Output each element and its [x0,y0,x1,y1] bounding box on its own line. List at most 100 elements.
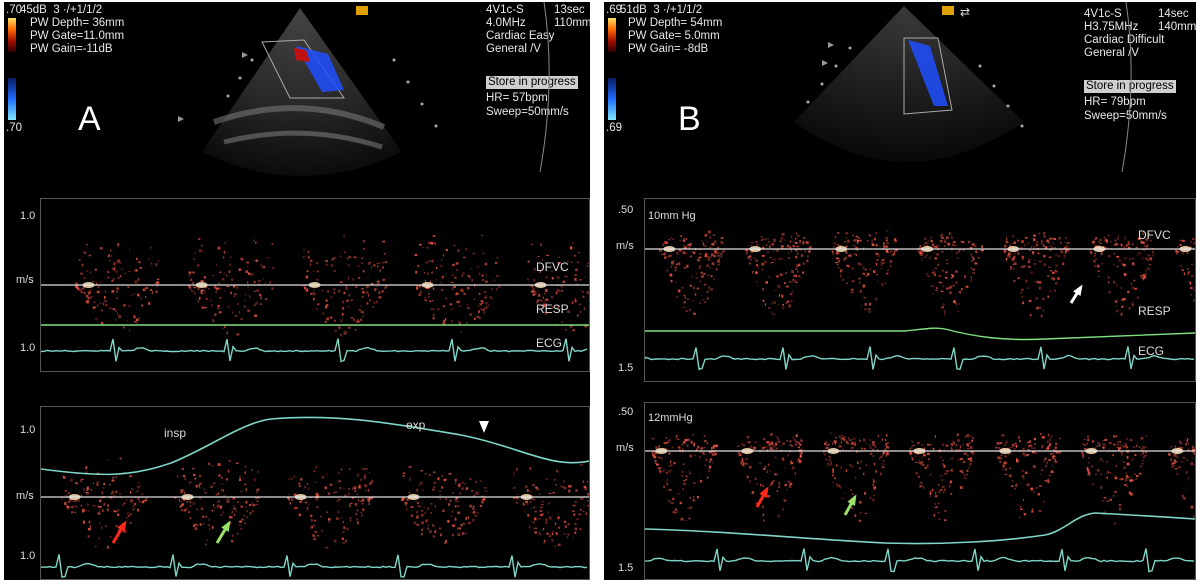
doppler-speckle [929,256,931,260]
doppler-speckle [92,306,95,310]
doppler-speckle [849,449,852,451]
doppler-speckle [940,456,942,458]
doppler-speckle [527,260,530,263]
doppler-speckle [444,542,447,544]
doppler-speckle [945,242,947,244]
doppler-speckle [427,241,431,245]
doppler-speckle [690,275,693,278]
doppler-speckle [103,296,106,299]
doppler-speckle [970,451,974,454]
doppler-speckle [298,484,301,488]
doppler-speckle [1167,452,1171,456]
doppler-speckle [802,237,806,239]
doppler-speckle [1128,439,1130,441]
doppler-speckle [556,534,558,536]
doppler-speckle [692,434,694,436]
doppler-speckle [325,306,328,309]
doppler-speckle [973,451,975,453]
doppler-speckle [1133,279,1136,282]
doppler-speckle [1052,242,1054,245]
doppler-speckle [857,239,860,243]
doppler-speckle [223,272,225,275]
doppler-speckle [233,507,236,510]
doppler-speckle [490,280,492,283]
doppler-speckle [769,484,773,486]
doppler-speckle [679,501,683,504]
doppler-speckle [534,527,537,529]
doppler-speckle [307,288,309,291]
doppler-speckle [147,258,149,261]
doppler-speckle [348,468,351,470]
doppler-speckle [220,476,223,480]
doppler-speckle [1124,442,1127,445]
doppler-speckle [876,259,879,262]
doppler-speckle [208,518,210,521]
doppler-speckle [769,262,772,265]
doppler-speckle [658,445,660,448]
doppler-speckle [150,261,153,265]
doppler-speckle [415,270,418,274]
doppler-speckle [555,532,558,535]
doppler-speckle [466,286,470,290]
doppler-speckle [688,246,690,249]
doppler-speckle [933,273,936,277]
doppler-speckle [868,234,871,236]
info-left-3: PW Gate= 5.0mm [628,30,720,42]
doppler-speckle [246,516,248,518]
doppler-speckle [1173,464,1175,467]
doppler-speckle [587,263,589,265]
doppler-speckle [705,458,708,462]
doppler-speckle [216,264,218,267]
doppler-speckle [252,259,255,262]
doppler-speckle [871,243,875,246]
doppler-speckle [755,271,758,274]
doppler-speckle [255,241,257,244]
doppler-speckle [203,276,206,279]
doppler-speckle [693,482,696,484]
lower-unit-label: m/s [616,442,634,454]
doppler-speckle [937,512,939,514]
doppler-speckle [873,462,876,466]
doppler-speckle [313,524,316,527]
doppler-speckle [1138,252,1141,255]
doppler-speckle [697,258,700,262]
doppler-speckle [842,278,844,281]
doppler-speckle [250,273,254,276]
doppler-speckle [440,258,443,262]
doppler-speckle [1019,516,1021,519]
doppler-speckle [786,440,788,442]
doppler-speckle [703,283,707,286]
doppler-speckle [845,256,848,259]
doppler-speckle [548,502,550,505]
doppler-speckle [1147,254,1150,257]
doppler-speckle [85,466,88,470]
doppler-speckle [349,256,352,258]
doppler-speckle [138,261,141,264]
doppler-speckle [196,299,200,302]
doppler-speckle [87,296,90,300]
doppler-speckle [382,262,384,264]
doppler-speckle [1065,250,1068,253]
doppler-speckle [467,275,470,277]
doppler-speckle [522,504,526,506]
doppler-speckle [1058,236,1061,239]
doppler-speckle [483,311,486,314]
ultrasound-sector-image [178,2,550,176]
doppler-speckle [1187,477,1190,480]
doppler-speckle [460,524,463,527]
doppler-speckle [1142,273,1145,276]
doppler-speckle [754,477,757,481]
doppler-speckle [1145,257,1149,260]
doppler-speckle [668,489,672,491]
doppler-speckle [883,451,885,454]
doppler-speckle [442,509,445,513]
doppler-speckle [324,486,327,490]
doppler-speckle [532,288,536,290]
doppler-speckle [343,487,345,489]
doppler-speckle [211,318,214,321]
doppler-speckle [766,440,770,444]
doppler-speckle [787,453,790,457]
doppler-speckle [88,254,91,257]
doppler-speckle [218,287,222,290]
doppler-speckle [720,237,724,240]
